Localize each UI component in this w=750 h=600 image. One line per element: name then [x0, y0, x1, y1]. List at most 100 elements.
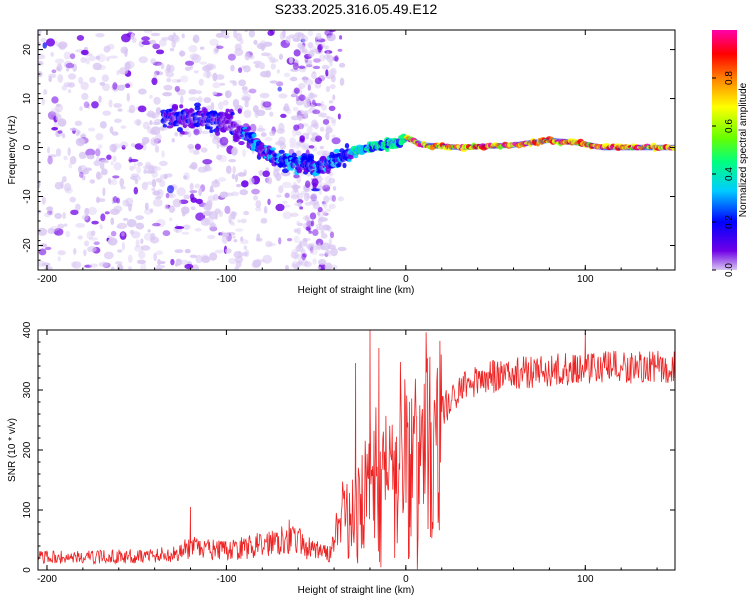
spectrogram-noise-blob [321, 43, 326, 48]
spectrogram-ridge-blob [190, 108, 195, 114]
spectrogram-noise-blob [124, 83, 131, 89]
spectrogram-noise-blob [311, 132, 319, 137]
spectrogram-noise-blob [134, 179, 139, 185]
spectrogram-noise-blob [152, 222, 161, 227]
spectrogram-noise-blob [278, 53, 284, 60]
spectrogram-ridge-blob [182, 122, 188, 129]
spectrogram-noise-blob [243, 169, 247, 176]
spectrogram-noise-blob [329, 30, 333, 37]
spectrogram-noise-blob [143, 30, 153, 34]
spectrogram-noise-blob [227, 53, 236, 61]
spectrogram-noise-blob [200, 147, 208, 153]
spectrogram-noise-blob [241, 180, 249, 188]
spectrogram-x-tick-label: -200 [37, 274, 57, 285]
spectrogram-noise-blob [169, 47, 175, 52]
spectrogram-noise-blob [187, 143, 195, 150]
spectrogram-noise-blob [43, 89, 48, 95]
spectrogram-noise-blob [41, 196, 46, 205]
spectrogram-noise-blob [56, 66, 61, 71]
spectrogram-noise-blob [180, 75, 189, 83]
spectrogram-ridge-blob [223, 123, 228, 129]
spectrogram-noise-blob [317, 217, 323, 226]
spectrogram-noise-blob [329, 264, 338, 270]
spectrogram-noise-blob [78, 76, 84, 84]
spectrogram-noise-blob [320, 244, 325, 251]
spectrogram-noise-blob [51, 96, 59, 104]
spectrogram-noise-blob [120, 141, 129, 148]
snr-y-tick-label: 100 [22, 501, 33, 518]
spectrogram-noise-blob [293, 235, 300, 244]
spectrogram-noise-blob [41, 262, 51, 267]
spectrogram-noise-blob [293, 174, 300, 179]
spectrogram-noise-blob [151, 166, 162, 171]
spectrogram-noise-blob [144, 202, 149, 211]
spectrogram-noise-blob [162, 230, 171, 237]
spectrogram-noise-blob [202, 64, 212, 72]
spectrogram-noise-blob [159, 174, 169, 180]
spectrogram-noise-blob [69, 53, 76, 60]
spectrogram-noise-blob [109, 126, 114, 134]
spectrogram-noise-blob [129, 175, 138, 181]
spectrogram-noise-blob [310, 94, 318, 98]
spectrogram-noise-blob [55, 148, 62, 157]
spectrogram-noise-blob [193, 128, 200, 136]
spectrogram-noise-blob [295, 261, 303, 267]
spectrogram-noise-blob [312, 65, 321, 70]
spectrogram-noise-blob [197, 96, 203, 104]
spectrogram-noise-blob [256, 233, 261, 241]
spectrogram-noise-blob [73, 248, 77, 255]
spectrogram-noise-blob [296, 110, 306, 116]
spectrogram-noise-blob [318, 224, 324, 230]
spectrogram-noise-blob [292, 62, 299, 70]
spectrogram-noise-blob [47, 227, 55, 235]
spectrogram-noise-blob [164, 204, 169, 210]
spectrogram-noise-blob [303, 192, 310, 202]
spectrogram-ridge-blob [226, 114, 234, 121]
spectrogram-noise-blob [289, 76, 298, 82]
spectrogram-noise-blob [295, 150, 302, 157]
spectrogram-noise-blob [63, 155, 68, 161]
spectrogram-noise-blob [283, 72, 291, 78]
spectrogram-noise-blob [337, 48, 343, 52]
spectrogram-noise-blob [145, 112, 152, 117]
spectrogram-noise-blob [316, 32, 322, 39]
spectrogram-noise-blob [318, 258, 327, 266]
spectrogram-noise-blob [309, 242, 318, 250]
spectrogram-noise-blob [228, 214, 232, 224]
spectrogram-noise-blob [302, 238, 308, 242]
spectrogram-noise-blob [160, 63, 165, 70]
spectrogram-noise-blob [308, 145, 315, 149]
spectrogram-noise-blob [88, 237, 99, 241]
spectrogram-noise-blob [329, 194, 335, 201]
spectrogram-noise-blob [151, 77, 158, 86]
spectrogram-noise-blob [93, 160, 101, 167]
spectrogram-noise-blob [293, 254, 298, 260]
spectrogram-noise-blob [45, 266, 50, 270]
spectrogram-noise-blob [283, 103, 290, 112]
spectrogram-ridge-blob [246, 126, 252, 131]
spectrogram-noise-blob [238, 79, 246, 87]
spectrogram-ridge-blob [230, 111, 235, 116]
spectrogram-noise-blob [310, 99, 316, 107]
spectrogram-noise-blob [263, 206, 268, 214]
spectrogram-ridge-blob [325, 170, 331, 174]
spectrogram-noise-blob [54, 181, 63, 190]
spectrogram-noise-blob [322, 184, 331, 192]
spectrogram-noise-blob [253, 39, 258, 45]
spectrogram-noise-blob [310, 220, 315, 227]
spectrogram-noise-blob [330, 117, 336, 124]
spectrogram-ridge-blob [215, 131, 221, 136]
spectrogram-noise-blob [230, 222, 235, 226]
spectrogram-noise-blob [80, 56, 87, 64]
spectrogram-noise-blob [212, 72, 218, 82]
spectrogram-noise-blob [325, 132, 330, 141]
spectrogram-noise-blob [191, 264, 200, 270]
spectrogram-ridge-blob [333, 148, 341, 154]
snr-y-tick-label: 200 [22, 441, 33, 458]
spectrogram-noise-blob [280, 113, 287, 119]
spectrogram-noise-blob [327, 226, 332, 232]
spectrogram-noise-blob [98, 95, 102, 103]
spectrogram-noise-blob [309, 246, 314, 254]
spectrogram-noise-blob [72, 261, 82, 269]
spectrogram-ridge-blob [194, 102, 201, 108]
